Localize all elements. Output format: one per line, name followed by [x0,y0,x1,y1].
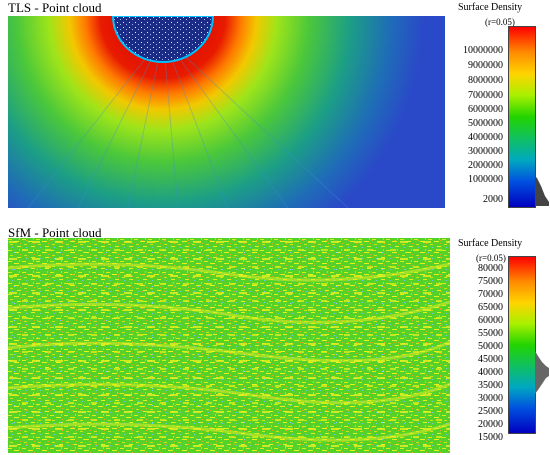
sfm-tick-label: 40000 [478,367,503,378]
sfm-density-map [8,238,450,453]
sfm-legend-title: Surface Density [458,238,523,249]
sfm-panel: SfM - Point cloud Surface Density (r=0.0… [0,225,550,455]
sfm-tick-label: 70000 [478,289,503,300]
sfm-tick-label: 75000 [478,276,503,287]
sfm-title: SfM - Point cloud [8,225,102,240]
tls-tick-label: 6000000 [468,104,503,115]
tls-tick-label: 5000000 [468,118,503,129]
tls-tick-label: 2000 [483,194,503,205]
tls-tick-label: 1000000 [468,174,503,185]
tls-tick-label: 9000000 [468,60,503,71]
sfm-tick-label: 80000 [478,263,503,274]
tls-legend-title: Surface Density [458,2,523,13]
sfm-tick-label: 30000 [478,393,503,404]
sfm-tick-label: 20000 [478,419,503,430]
sfm-tick-label: 45000 [478,354,503,365]
sfm-legend-radius: (r=0.05) [476,253,506,263]
tls-density-image [8,16,445,208]
sfm-tick-label: 15000 [478,432,503,443]
tls-density-map [8,16,445,208]
tls-tick-label: 7000000 [468,90,503,101]
tls-tick-label: 2000000 [468,160,503,171]
sfm-tick-label: 60000 [478,315,503,326]
tls-tick-label: 3000000 [468,146,503,157]
tls-colorbar [508,26,536,208]
sfm-tick-label: 35000 [478,380,503,391]
sfm-colorbar [508,256,536,434]
sfm-tick-label: 25000 [478,406,503,417]
tls-tick-label: 10000000 [463,45,503,56]
tls-tick-label: 4000000 [468,132,503,143]
sfm-tick-label: 55000 [478,328,503,339]
tls-title: TLS - Point cloud [8,0,102,15]
sfm-tick-label: 50000 [478,341,503,352]
tls-panel: TLS - Point cloud Surface Density (r=0.0… [0,0,550,222]
tls-histogram [535,176,549,206]
tls-tick-label: 8000000 [468,75,503,86]
tls-legend-radius: (r=0.05) [485,17,515,27]
sfm-histogram [535,351,549,394]
sfm-density-image [8,238,450,453]
sfm-tick-label: 65000 [478,302,503,313]
